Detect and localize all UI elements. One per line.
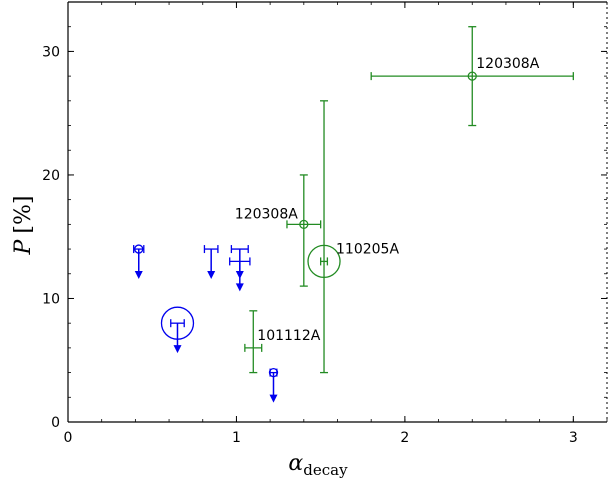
y-tick-label: 0 bbox=[51, 415, 60, 431]
upper-limit-point bbox=[160, 306, 195, 354]
upper-limit-arrow-head bbox=[173, 345, 182, 354]
y-tick-label: 20 bbox=[42, 168, 60, 184]
point-marker bbox=[299, 219, 309, 230]
detection-point: 101112A bbox=[244, 310, 321, 374]
detection-point: 120308A bbox=[235, 174, 322, 287]
upper-limit-arrow-head bbox=[269, 394, 278, 403]
detection-point: 110205A bbox=[307, 100, 399, 374]
x-tick-label: 0 bbox=[64, 430, 73, 446]
y-axis-label: P [%] bbox=[11, 196, 36, 256]
plot-marks: 120308A 120308A 110205A 101112A bbox=[133, 26, 574, 403]
upper-limit-point bbox=[229, 257, 251, 292]
x-axis-label-subscript: decay bbox=[303, 461, 348, 479]
x-tick-label: 2 bbox=[400, 430, 409, 446]
point-marker bbox=[467, 71, 477, 81]
x-tick-label: 1 bbox=[232, 430, 241, 446]
x-axis-label: αdecay bbox=[288, 451, 348, 479]
y-tick-label: 30 bbox=[42, 44, 60, 60]
point-annotation: 110205A bbox=[336, 241, 399, 257]
upper-limit-point bbox=[268, 367, 279, 403]
upper-limit-point bbox=[133, 244, 145, 280]
point-annotation: 101112A bbox=[257, 328, 320, 344]
y-axis-label-symbol: P bbox=[11, 238, 36, 255]
y-axis-label-unit: [%] bbox=[11, 196, 36, 234]
point-marker-large bbox=[307, 244, 341, 279]
y-tick-label: 10 bbox=[42, 291, 60, 307]
point-marker bbox=[268, 367, 279, 378]
upper-limit-arrow-head bbox=[207, 271, 216, 280]
point-marker bbox=[134, 244, 144, 254]
upper-limit-arrow-head bbox=[134, 271, 143, 280]
x-tick-label: 3 bbox=[569, 430, 578, 446]
upper-limit-arrow-head bbox=[235, 283, 244, 292]
point-annotation: 120308A bbox=[476, 56, 539, 72]
detection-point: 120308A bbox=[370, 26, 574, 127]
point-annotation: 120308A bbox=[235, 206, 298, 222]
point-marker-large bbox=[160, 306, 195, 340]
upper-limit-point bbox=[203, 245, 219, 280]
x-axis-label-symbol: α bbox=[288, 451, 303, 476]
